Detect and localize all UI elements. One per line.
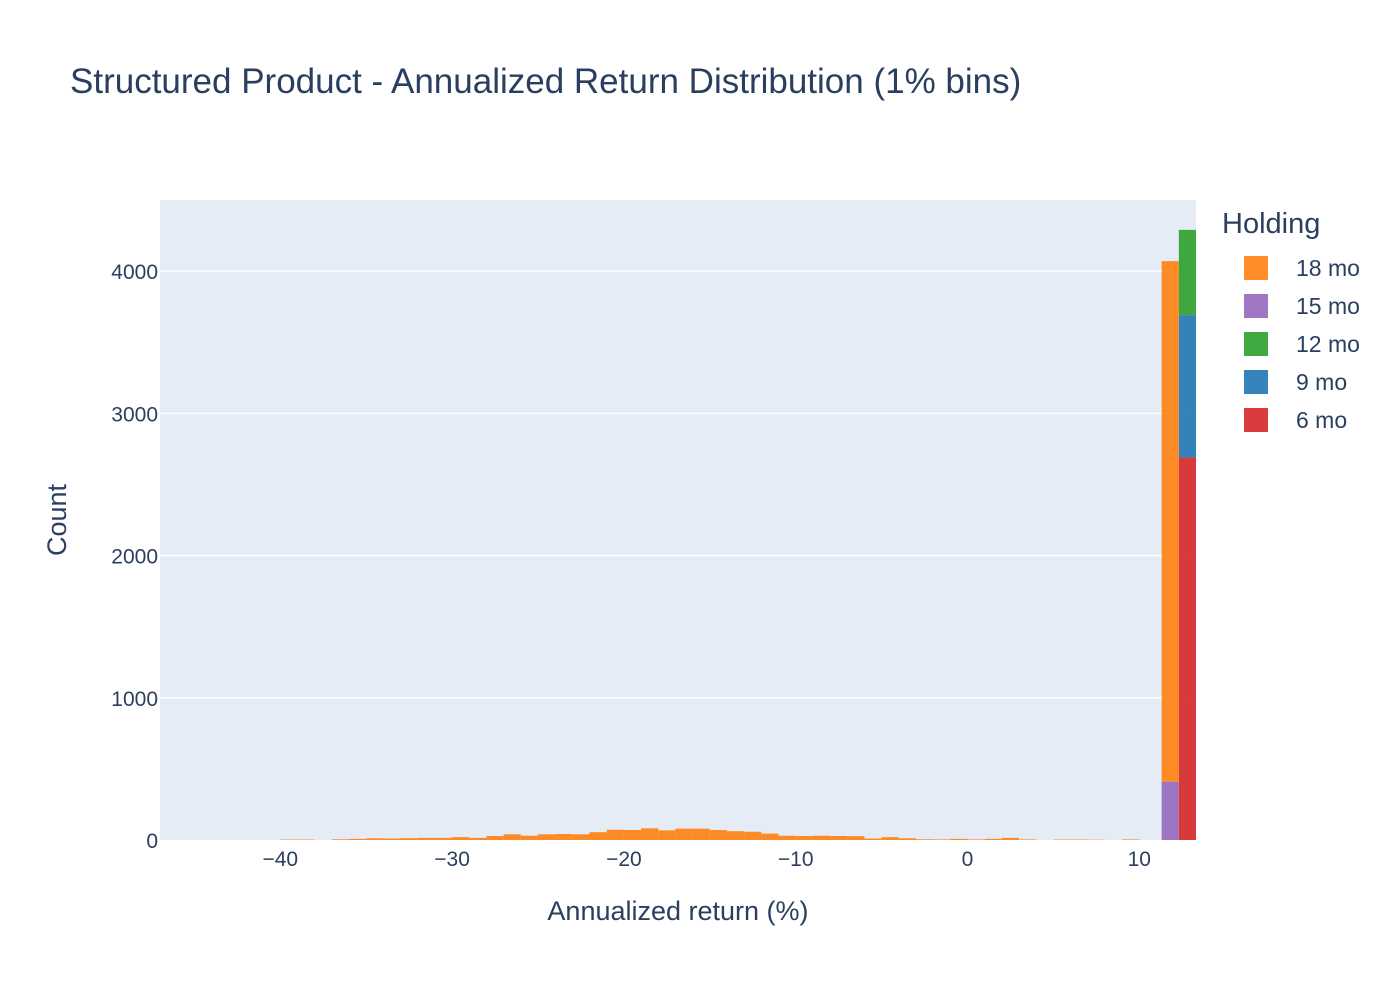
legend-label: 18 mo — [1296, 254, 1360, 281]
legend-items: 18 mo 15 mo 12 mo 9 mo 6 mo — [1222, 249, 1360, 439]
y-tick-label: 3000 — [111, 403, 158, 426]
bar-15-mo[interactable] — [1161, 781, 1179, 840]
bar-18-mo[interactable] — [1122, 839, 1140, 840]
bar-18-mo[interactable] — [1019, 839, 1037, 840]
bar-18-mo[interactable] — [812, 835, 831, 840]
bar-18-mo[interactable] — [469, 837, 487, 840]
bar-9-mo[interactable] — [1178, 315, 1196, 458]
legend-swatch — [1244, 332, 1268, 356]
legend-item-15-mo[interactable]: 15 mo — [1222, 287, 1360, 325]
bar-18-mo[interactable] — [331, 839, 349, 840]
x-tick-label: −30 — [434, 848, 470, 871]
bar-18-mo[interactable] — [864, 838, 882, 840]
bar-18-mo[interactable] — [348, 838, 367, 840]
bar-18-mo[interactable] — [417, 837, 435, 840]
bars[interactable] — [280, 229, 1196, 840]
bar-18-mo[interactable] — [383, 838, 401, 840]
bar-18-mo[interactable] — [572, 834, 590, 840]
bar-18-mo[interactable] — [778, 835, 796, 840]
bar-18-mo[interactable] — [795, 836, 813, 840]
legend-label: 9 mo — [1296, 368, 1348, 395]
chart-title: Structured Product - Annualized Return D… — [70, 62, 1022, 101]
y-axis-ticks: 0 1000 2000 3000 4000 — [111, 261, 158, 853]
bar-18-mo[interactable] — [984, 838, 1002, 840]
legend-swatch — [1244, 294, 1268, 318]
bar-18-mo[interactable] — [366, 838, 384, 840]
x-tick-label: −10 — [778, 848, 814, 871]
x-tick-label: 10 — [1128, 848, 1151, 871]
x-axis-title: Annualized return (%) — [547, 896, 808, 926]
bar-6-mo[interactable] — [1178, 457, 1196, 840]
x-tick-label: −40 — [262, 848, 298, 871]
legend-label: 15 mo — [1296, 292, 1360, 319]
bar-18-mo[interactable] — [1161, 261, 1179, 782]
bar-18-mo[interactable] — [486, 836, 504, 840]
legend: Holding 18 mo 15 mo 12 mo 9 mo 6 mo — [1222, 208, 1360, 439]
grid-lines — [160, 270, 1196, 699]
legend-item-9-mo[interactable]: 9 mo — [1222, 363, 1360, 401]
bar-18-mo[interactable] — [658, 830, 676, 840]
bar-18-mo[interactable] — [623, 830, 642, 840]
plot-area — [160, 200, 1196, 840]
y-tick-label: 4000 — [111, 261, 158, 284]
legend-swatch — [1244, 370, 1268, 394]
bar-18-mo[interactable] — [709, 830, 727, 840]
bar-18-mo[interactable] — [967, 839, 985, 840]
bar-18-mo[interactable] — [452, 837, 470, 840]
bar-18-mo[interactable] — [589, 832, 607, 840]
bar-18-mo[interactable] — [503, 834, 521, 840]
bar-12-mo[interactable] — [1178, 229, 1196, 316]
bar-18-mo[interactable] — [847, 836, 865, 840]
legend-label: 12 mo — [1296, 330, 1360, 357]
y-tick-label: 2000 — [111, 546, 158, 569]
bar-18-mo[interactable] — [606, 829, 624, 840]
bar-18-mo[interactable] — [555, 834, 573, 840]
x-tick-label: 0 — [962, 848, 974, 871]
bar-18-mo[interactable] — [915, 839, 934, 840]
bar-18-mo[interactable] — [520, 835, 538, 840]
x-axis-ticks: −40 −30 −20 −10 0 10 — [262, 848, 1151, 871]
bar-18-mo[interactable] — [400, 838, 418, 840]
bar-18-mo[interactable] — [726, 831, 745, 840]
y-tick-label: 1000 — [111, 688, 158, 711]
bar-18-mo[interactable] — [744, 831, 762, 840]
bar-18-mo[interactable] — [950, 838, 968, 840]
y-tick-label: 0 — [146, 830, 158, 853]
bar-18-mo[interactable] — [537, 834, 556, 840]
bar-18-mo[interactable] — [675, 828, 693, 840]
x-tick-label: −20 — [606, 848, 642, 871]
legend-title: Holding — [1222, 208, 1321, 240]
legend-item-18-mo[interactable]: 18 mo — [1222, 249, 1360, 287]
y-axis-title: Count — [42, 483, 72, 556]
legend-swatch — [1244, 408, 1268, 432]
bar-18-mo[interactable] — [933, 839, 951, 840]
bar-18-mo[interactable] — [641, 828, 659, 840]
bar-18-mo[interactable] — [830, 836, 848, 840]
legend-swatch — [1244, 256, 1268, 280]
legend-item-12-mo[interactable]: 12 mo — [1222, 325, 1360, 363]
bar-18-mo[interactable] — [1001, 837, 1020, 840]
bar-18-mo[interactable] — [761, 833, 779, 840]
bar-18-mo[interactable] — [434, 837, 453, 840]
legend-item-6-mo[interactable]: 6 mo — [1222, 401, 1360, 439]
bar-18-mo[interactable] — [692, 828, 710, 840]
bar-18-mo[interactable] — [881, 837, 899, 840]
bar-18-mo[interactable] — [898, 838, 916, 840]
legend-label: 6 mo — [1296, 406, 1348, 433]
